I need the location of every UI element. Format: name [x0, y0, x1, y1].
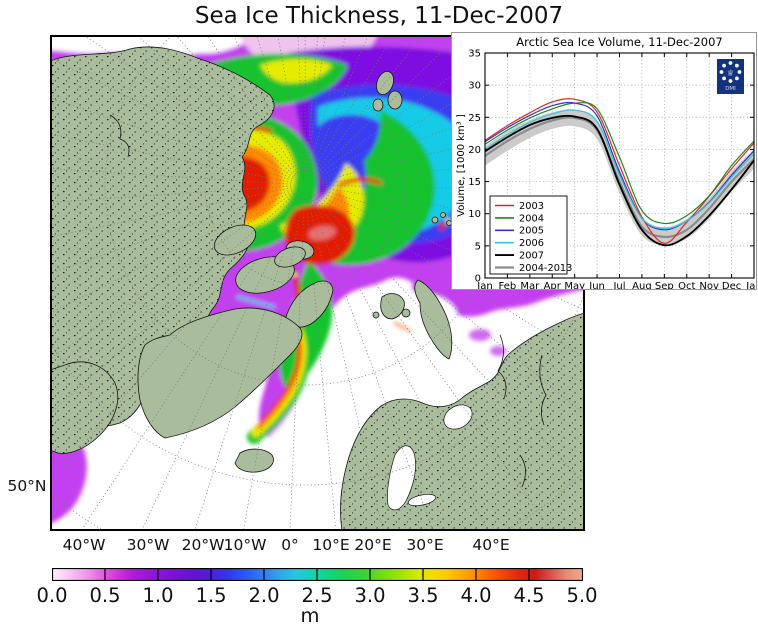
series-2006	[484, 109, 755, 230]
thickness-colorbar	[52, 568, 583, 581]
colorbar-tick-label: 3.5	[407, 584, 439, 607]
series-2004-2013	[484, 116, 755, 239]
land-lakes-texture	[50, 361, 118, 454]
svg-text:Aug: Aug	[632, 281, 652, 289]
inland-seas	[387, 404, 473, 511]
colorbar-tick-label: 0.5	[89, 584, 121, 607]
svg-text:35: 35	[468, 49, 481, 60]
map-x-tick-label: 20°E	[354, 536, 392, 554]
gulf-of-bothnia	[387, 445, 416, 511]
svg-text:Jan: Jan	[745, 281, 756, 289]
gulf-of-finland	[407, 493, 437, 507]
white-sea	[443, 404, 473, 430]
colorbar-tick-label: 3.0	[354, 584, 386, 607]
land-franz-josef	[431, 216, 439, 224]
svg-text:Jul: Jul	[612, 281, 625, 289]
svg-text:DMI: DMI	[725, 86, 736, 92]
land-ellesmere-island	[284, 280, 334, 328]
land-iceland	[234, 448, 274, 473]
land-svalbard	[372, 311, 380, 319]
legend-label: 2005	[519, 226, 544, 237]
figure-title: Sea Ice Thickness, 11-Dec-2007	[194, 3, 564, 29]
map-x-tick-label: 30°W	[126, 536, 170, 554]
svg-text:Oct: Oct	[678, 281, 695, 289]
colorbar-tick-label: 1.0	[142, 584, 174, 607]
inset-ylabel: Volume, [1000 km³ ]	[456, 114, 467, 217]
inset-title: Arctic Sea Ice Volume, 11-Dec-2007	[516, 35, 722, 49]
legend-label: 2006	[519, 238, 544, 249]
svg-text:♕: ♕	[727, 69, 734, 78]
map-x-tick-label: 10°E	[312, 536, 350, 554]
map-x-tick-label: 30°E	[406, 536, 444, 554]
inset-volume-chart: 0 5 10 15 20 25 30 35 Jan	[452, 33, 758, 292]
svg-text:May: May	[564, 281, 585, 289]
svg-text:Jan: Jan	[476, 281, 492, 289]
colorbar-tick-label: 5.0	[566, 584, 598, 607]
svg-text:Jun: Jun	[588, 281, 605, 289]
map-x-tick-label: 40°E	[472, 536, 510, 554]
svg-text:15: 15	[468, 177, 481, 188]
svg-text:Mar: Mar	[520, 281, 540, 289]
legend-box	[489, 195, 568, 275]
map-x-tick-label: 40°W	[62, 536, 106, 554]
svg-text:Dec: Dec	[722, 281, 741, 289]
svg-text:0: 0	[475, 274, 481, 285]
map-lat-tick-label: 50°N	[7, 477, 47, 495]
land-island	[274, 246, 306, 268]
colorbar-tick-label: 4.5	[513, 584, 545, 607]
colorbar-tick-label: 1.5	[195, 584, 227, 607]
colorbar-tick-label: 4.0	[460, 584, 492, 607]
dmi-logo: ♕ DMI	[717, 59, 744, 94]
legend-label: 2004	[519, 213, 544, 224]
land-svalbard	[401, 308, 411, 318]
svg-text:Nov: Nov	[699, 281, 719, 289]
map-x-tick-label: 0°	[281, 536, 299, 554]
inset-volume-chart-panel: 0 5 10 15 20 25 30 35 Jan	[451, 32, 758, 292]
legend-label: 2004-2013	[519, 263, 572, 274]
svg-text:Sep: Sep	[655, 281, 674, 289]
svg-text:30: 30	[468, 81, 481, 92]
land-severnaya-zemlya	[372, 98, 384, 112]
svg-text:10: 10	[468, 209, 481, 220]
land-novaya-zemlya	[414, 279, 453, 360]
map-x-tick-label: 20°W	[181, 536, 225, 554]
svg-text:Feb: Feb	[499, 281, 517, 289]
svg-text:20: 20	[468, 145, 481, 156]
svg-text:5: 5	[475, 241, 481, 252]
rivers	[109, 114, 547, 488]
colorbar-tick-label: 2.5	[301, 584, 333, 607]
legend-label: 2007	[519, 251, 544, 262]
svg-text:Apr: Apr	[544, 281, 562, 289]
land-severnaya-zemlya	[387, 90, 403, 110]
map-x-tick-label: 10°W	[223, 536, 267, 554]
colorbar-unit-label: m	[300, 604, 320, 627]
series-2004	[484, 101, 755, 225]
legend-label: 2003	[519, 201, 544, 212]
band-2004-2013	[485, 109, 754, 245]
land-franz-josef	[440, 212, 446, 218]
land-banks-island	[213, 224, 257, 256]
colorbar-tick-label: 2.0	[248, 584, 280, 607]
colorbar-tick-label: 0.0	[36, 584, 68, 607]
svg-text:25: 25	[468, 113, 481, 124]
series-2007	[484, 114, 755, 247]
